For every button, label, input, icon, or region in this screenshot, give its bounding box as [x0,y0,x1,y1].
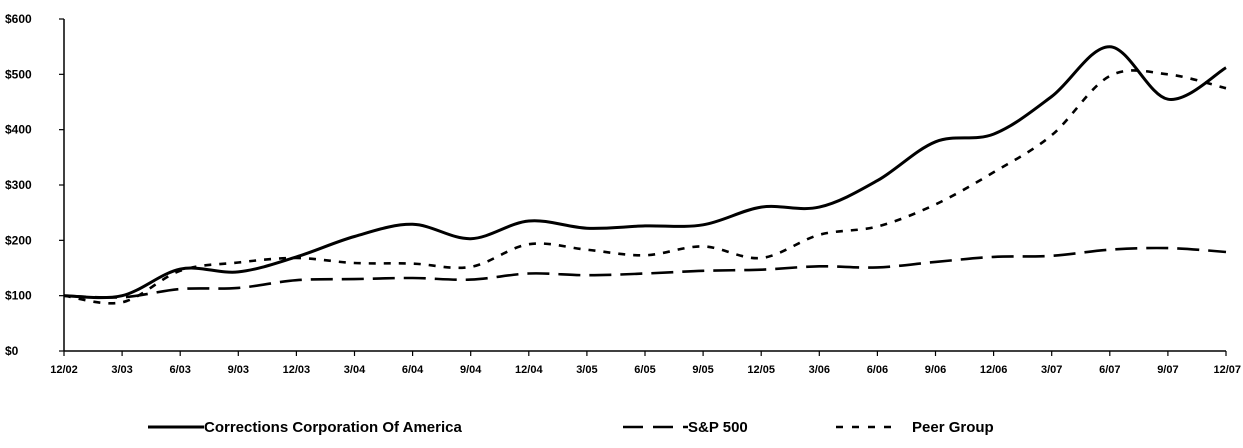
x-tick-label: 12/02 [50,364,78,376]
data-point-peer-group [411,262,415,266]
data-point-s-p-500 [701,269,705,273]
x-tick-label: 3/07 [1041,364,1062,376]
x-tick-label: 3/03 [111,364,132,376]
data-point-peer-group [353,261,357,265]
data-point-s-p-500 [1166,246,1170,250]
data-point-peer-group [120,300,124,304]
data-point-peer-group [759,256,763,260]
x-tick-label: 6/05 [634,364,655,376]
data-point-corrections-corporation-of-america [527,219,531,223]
y-tick-label: $100 [5,289,32,303]
data-point-corrections-corporation-of-america [934,140,938,144]
data-point-corrections-corporation-of-america [1224,66,1228,70]
legend-item-corrections-corporation-of-america: Corrections Corporation Of America [148,419,462,436]
data-point-corrections-corporation-of-america [992,132,996,136]
data-point-peer-group [643,253,647,257]
data-point-s-p-500 [934,260,938,264]
data-point-corrections-corporation-of-america [1050,95,1054,99]
data-point-peer-group [992,170,996,174]
data-point-s-p-500 [469,278,473,282]
data-point-corrections-corporation-of-america [875,179,879,183]
data-point-corrections-corporation-of-america [701,223,705,227]
x-tick-label: 9/03 [228,364,249,376]
x-tick-label: 9/04 [460,364,482,376]
x-tick-label: 12/05 [747,364,775,376]
data-point-corrections-corporation-of-america [120,294,124,298]
data-point-corrections-corporation-of-america [236,270,240,274]
x-tick-label: 12/07 [1213,364,1241,376]
data-point-s-p-500 [817,264,821,268]
x-tick-label: 3/06 [809,364,830,376]
data-point-corrections-corporation-of-america [178,267,182,271]
data-point-s-p-500 [178,287,182,291]
data-point-corrections-corporation-of-america [62,294,66,298]
x-tick-label: 6/04 [402,364,424,376]
data-point-s-p-500 [294,278,298,282]
data-point-peer-group [527,242,531,246]
data-point-corrections-corporation-of-america [643,224,647,228]
x-tick-label: 9/07 [1157,364,1178,376]
data-point-peer-group [1166,72,1170,76]
data-point-s-p-500 [875,265,879,269]
legend-label: Corrections Corporation Of America [204,419,462,436]
data-point-peer-group [701,244,705,248]
data-point-peer-group [236,261,240,265]
data-point-corrections-corporation-of-america [353,235,357,239]
legend-item-peer-group: Peer Group [836,419,994,436]
legend-label: S&P 500 [688,419,748,436]
x-tick-label: 9/06 [925,364,946,376]
data-point-corrections-corporation-of-america [469,237,473,241]
data-point-peer-group [875,225,879,229]
x-tick-label: 3/05 [576,364,597,376]
y-tick-label: $300 [5,178,32,192]
legend-label: Peer Group [912,419,994,436]
data-point-s-p-500 [236,286,240,290]
y-tick-label: $600 [5,12,32,26]
data-point-s-p-500 [527,272,531,276]
x-tick-label: 3/04 [344,364,366,376]
data-point-peer-group [817,233,821,237]
data-point-peer-group [934,202,938,206]
x-tick-label: 6/03 [169,364,190,376]
data-point-corrections-corporation-of-america [585,226,589,230]
x-tick-label: 12/06 [980,364,1008,376]
x-tick-label: 6/06 [867,364,888,376]
data-point-peer-group [1050,133,1054,137]
data-point-peer-group [1224,86,1228,90]
data-point-s-p-500 [643,272,647,276]
data-point-s-p-500 [1050,254,1054,258]
legend-item-s-p-500: S&P 500 [623,419,748,436]
data-point-s-p-500 [1108,248,1112,252]
data-point-corrections-corporation-of-america [759,205,763,209]
x-tick-label: 9/05 [692,364,713,376]
data-point-s-p-500 [411,276,415,280]
y-tick-label: $0 [5,344,19,358]
data-point-corrections-corporation-of-america [817,205,821,209]
data-point-s-p-500 [759,268,763,272]
y-tick-label: $200 [5,233,32,247]
data-point-s-p-500 [585,273,589,277]
data-point-corrections-corporation-of-america [1108,45,1112,49]
y-tick-label: $400 [5,123,32,137]
data-point-corrections-corporation-of-america [1166,97,1170,101]
series-line-s-p-500 [63,246,1227,299]
data-point-corrections-corporation-of-america [294,255,298,259]
legend: Corrections Corporation Of America S&P 50… [148,419,994,436]
data-point-peer-group [1108,74,1112,78]
data-point-s-p-500 [1224,250,1228,254]
data-point-peer-group [469,265,473,269]
plot-area: $0 $100 $200 $300 $400 $500 $600 12/02 3/03 6/03 9… [5,12,1241,376]
x-tick-label: 12/03 [283,364,311,376]
data-point-corrections-corporation-of-america [411,222,415,226]
data-point-peer-group [585,248,589,252]
x-tick-label: 6/07 [1099,364,1120,376]
x-tick-label: 12/04 [515,364,543,376]
series-line-corrections-corporation-of-america [63,45,1227,300]
data-point-s-p-500 [353,277,357,281]
data-point-s-p-500 [992,255,996,259]
series-line-peer-group [63,69,1227,305]
y-tick-label: $500 [5,67,32,81]
